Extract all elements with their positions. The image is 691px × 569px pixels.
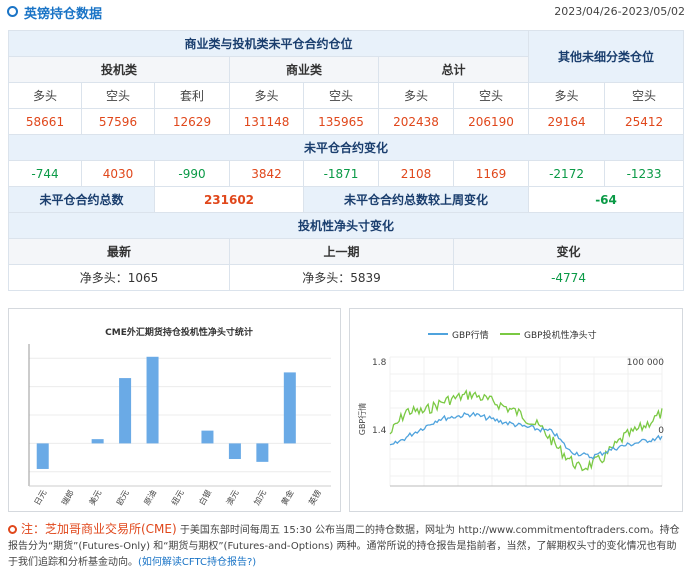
change-value: -744	[8, 160, 82, 187]
oi-change-label: 未平仓合约总数较上周变化	[302, 186, 530, 213]
position-value: 202438	[378, 108, 454, 135]
category-label: 黄金	[279, 488, 296, 507]
bar-category-labels: 日元 瑞郎 美元 欧元 原油 纽元 白银 澳元 加元 黄金 英镑	[33, 488, 323, 507]
bar	[36, 443, 49, 469]
position-value: 29164	[528, 108, 606, 135]
change-value: -990	[154, 160, 230, 187]
position-value: 131148	[229, 108, 304, 135]
right-tick-zero: 0	[658, 426, 664, 436]
group-commercial-header: 商业类与投机类未平仓合约仓位	[7, 30, 530, 57]
bar	[146, 356, 159, 444]
category-label: 原油	[142, 488, 159, 507]
net-header-row: 最新 上一期 变化	[8, 238, 685, 265]
col-header: 空头	[81, 82, 155, 109]
net-previous-value: 净多头：5839	[229, 264, 454, 291]
net-latest-value: 净多头：1065	[8, 264, 230, 291]
footer-note: 注：芝加哥商业交易所(CME) 于美国东部时间每周五 15:30 公布当周二的持…	[8, 521, 684, 569]
bar	[91, 439, 104, 444]
oi-change-value: -64	[528, 186, 685, 213]
line-grid	[389, 356, 663, 487]
category-label: 瑞郎	[59, 488, 76, 507]
group-other-header: 其他未细分类仓位	[528, 30, 685, 83]
category-label: 美元	[87, 488, 104, 507]
open-interest-row: 未平仓合约总数 231602 未平仓合约总数较上周变化 -64	[8, 186, 685, 213]
header: 英镑持仓数据 2023/04/26-2023/05/02	[0, 0, 691, 24]
right-tick-top: 100 000	[627, 358, 664, 368]
bar	[228, 443, 241, 460]
change-value: -2172	[528, 160, 606, 187]
change-value: -1233	[604, 160, 685, 187]
change-value: -1871	[303, 160, 379, 187]
footer-text: 于美国东部时间每周五 15:30 公布当周二的持仓数据，网址为 http://w…	[8, 525, 680, 568]
net-section-header: 投机性净头寸变化	[7, 212, 685, 239]
col-header: 多头	[8, 82, 82, 109]
line-chart-svg: GBP行情 GBP投机性净头寸 1.8 1.4 100 000 0 GBP行情	[357, 329, 664, 487]
position-value: 206190	[452, 108, 530, 135]
bar	[283, 372, 296, 444]
bar-chart-svg: CME外汇期货持仓投机性净头寸统计 日元 瑞郎 美元 欧元 原油 纽元 白银 澳元 加元 黄金 英镑	[28, 326, 331, 507]
sub-speculative-header: 投机类	[8, 56, 230, 83]
position-value: 25412	[604, 108, 685, 135]
bar-grid	[28, 344, 331, 487]
legend-gbp-net: GBP投机性净头寸	[524, 329, 597, 341]
position-value: 12629	[154, 108, 230, 135]
oi-total-value: 231602	[154, 186, 304, 213]
category-label: 日元	[33, 489, 49, 507]
net-col-latest: 最新	[8, 238, 230, 265]
col-header: 套利	[154, 82, 230, 109]
date-range: 2023/04/26-2023/05/02	[554, 5, 685, 18]
col-header: 空头	[452, 82, 530, 109]
col-header: 多头	[528, 82, 606, 109]
bar	[256, 443, 269, 462]
change-section-header: 未平仓合约变化	[7, 134, 685, 161]
category-label: 加元	[251, 488, 268, 507]
category-label: 白银	[197, 488, 214, 507]
net-col-change: 变化	[452, 238, 685, 265]
bar-chart-title: CME外汇期货持仓投机性净头寸统计	[105, 326, 253, 338]
bar	[119, 378, 132, 444]
col-header: 空头	[604, 82, 685, 109]
category-label: 澳元	[224, 488, 241, 507]
left-tick-top: 1.8	[372, 358, 387, 368]
col-header: 多头	[378, 82, 454, 109]
col-header: 多头	[229, 82, 304, 109]
category-label: 英镑	[306, 488, 323, 507]
bar-series	[36, 356, 296, 469]
category-label: 纽元	[169, 488, 186, 507]
change-value: 1169	[452, 160, 530, 187]
left-axis-label: GBP行情	[357, 403, 367, 436]
sub-total-header: 总计	[377, 56, 530, 83]
position-value: 57596	[81, 108, 155, 135]
series-line-gbp-price	[389, 411, 663, 460]
change-value: 3842	[229, 160, 304, 187]
col-header: 空头	[303, 82, 379, 109]
position-value: 58661	[8, 108, 82, 135]
change-value: 4030	[81, 160, 155, 187]
oi-total-label: 未平仓合约总数	[8, 186, 155, 213]
position-value: 135965	[303, 108, 379, 135]
net-position-bar-chart: CME外汇期货持仓投机性净头寸统计 日元 瑞郎 美元 欧元 原油 纽元 白银 澳元 加元 黄金 英镑	[8, 308, 341, 512]
positions-table: 商业类与投机类未平仓合约仓位 其他未细分类仓位 投机类 商业类 总计 多头 空头…	[7, 30, 685, 291]
net-values-row: 净多头：1065 净多头：5839 -4774	[8, 264, 685, 291]
net-col-previous: 上一期	[229, 238, 454, 265]
sub-commercial-header: 商业类	[229, 56, 379, 83]
category-label: 欧元	[114, 488, 131, 507]
left-tick-mid: 1.4	[372, 426, 387, 436]
column-header-row: 多头 空头 套利 多头 空头 多头 空头 多头 空头	[8, 82, 685, 109]
footer-lead: 注：芝加哥商业交易所(CME)	[21, 522, 177, 536]
gbp-line-chart: GBP行情 GBP投机性净头寸 1.8 1.4 100 000 0 GBP行情	[349, 308, 683, 512]
positions-row: 58661 57596 12629 131148 135965 202438 2…	[8, 108, 685, 135]
page-title: 英镑持仓数据	[24, 7, 103, 22]
circle-bullet-icon	[8, 525, 17, 534]
bar	[201, 430, 214, 444]
change-value: 2108	[378, 160, 454, 187]
cftc-guide-link[interactable]: (如何解读CFTC持仓报告?)	[138, 557, 257, 568]
legend-gbp-price: GBP行情	[452, 329, 489, 341]
circle-bullet-icon	[7, 6, 18, 17]
series-line-gbp-net	[389, 388, 663, 472]
net-change-value: -4774	[452, 264, 685, 291]
changes-row: -744 4030 -990 3842 -1871 2108 1169 -217…	[8, 160, 685, 187]
